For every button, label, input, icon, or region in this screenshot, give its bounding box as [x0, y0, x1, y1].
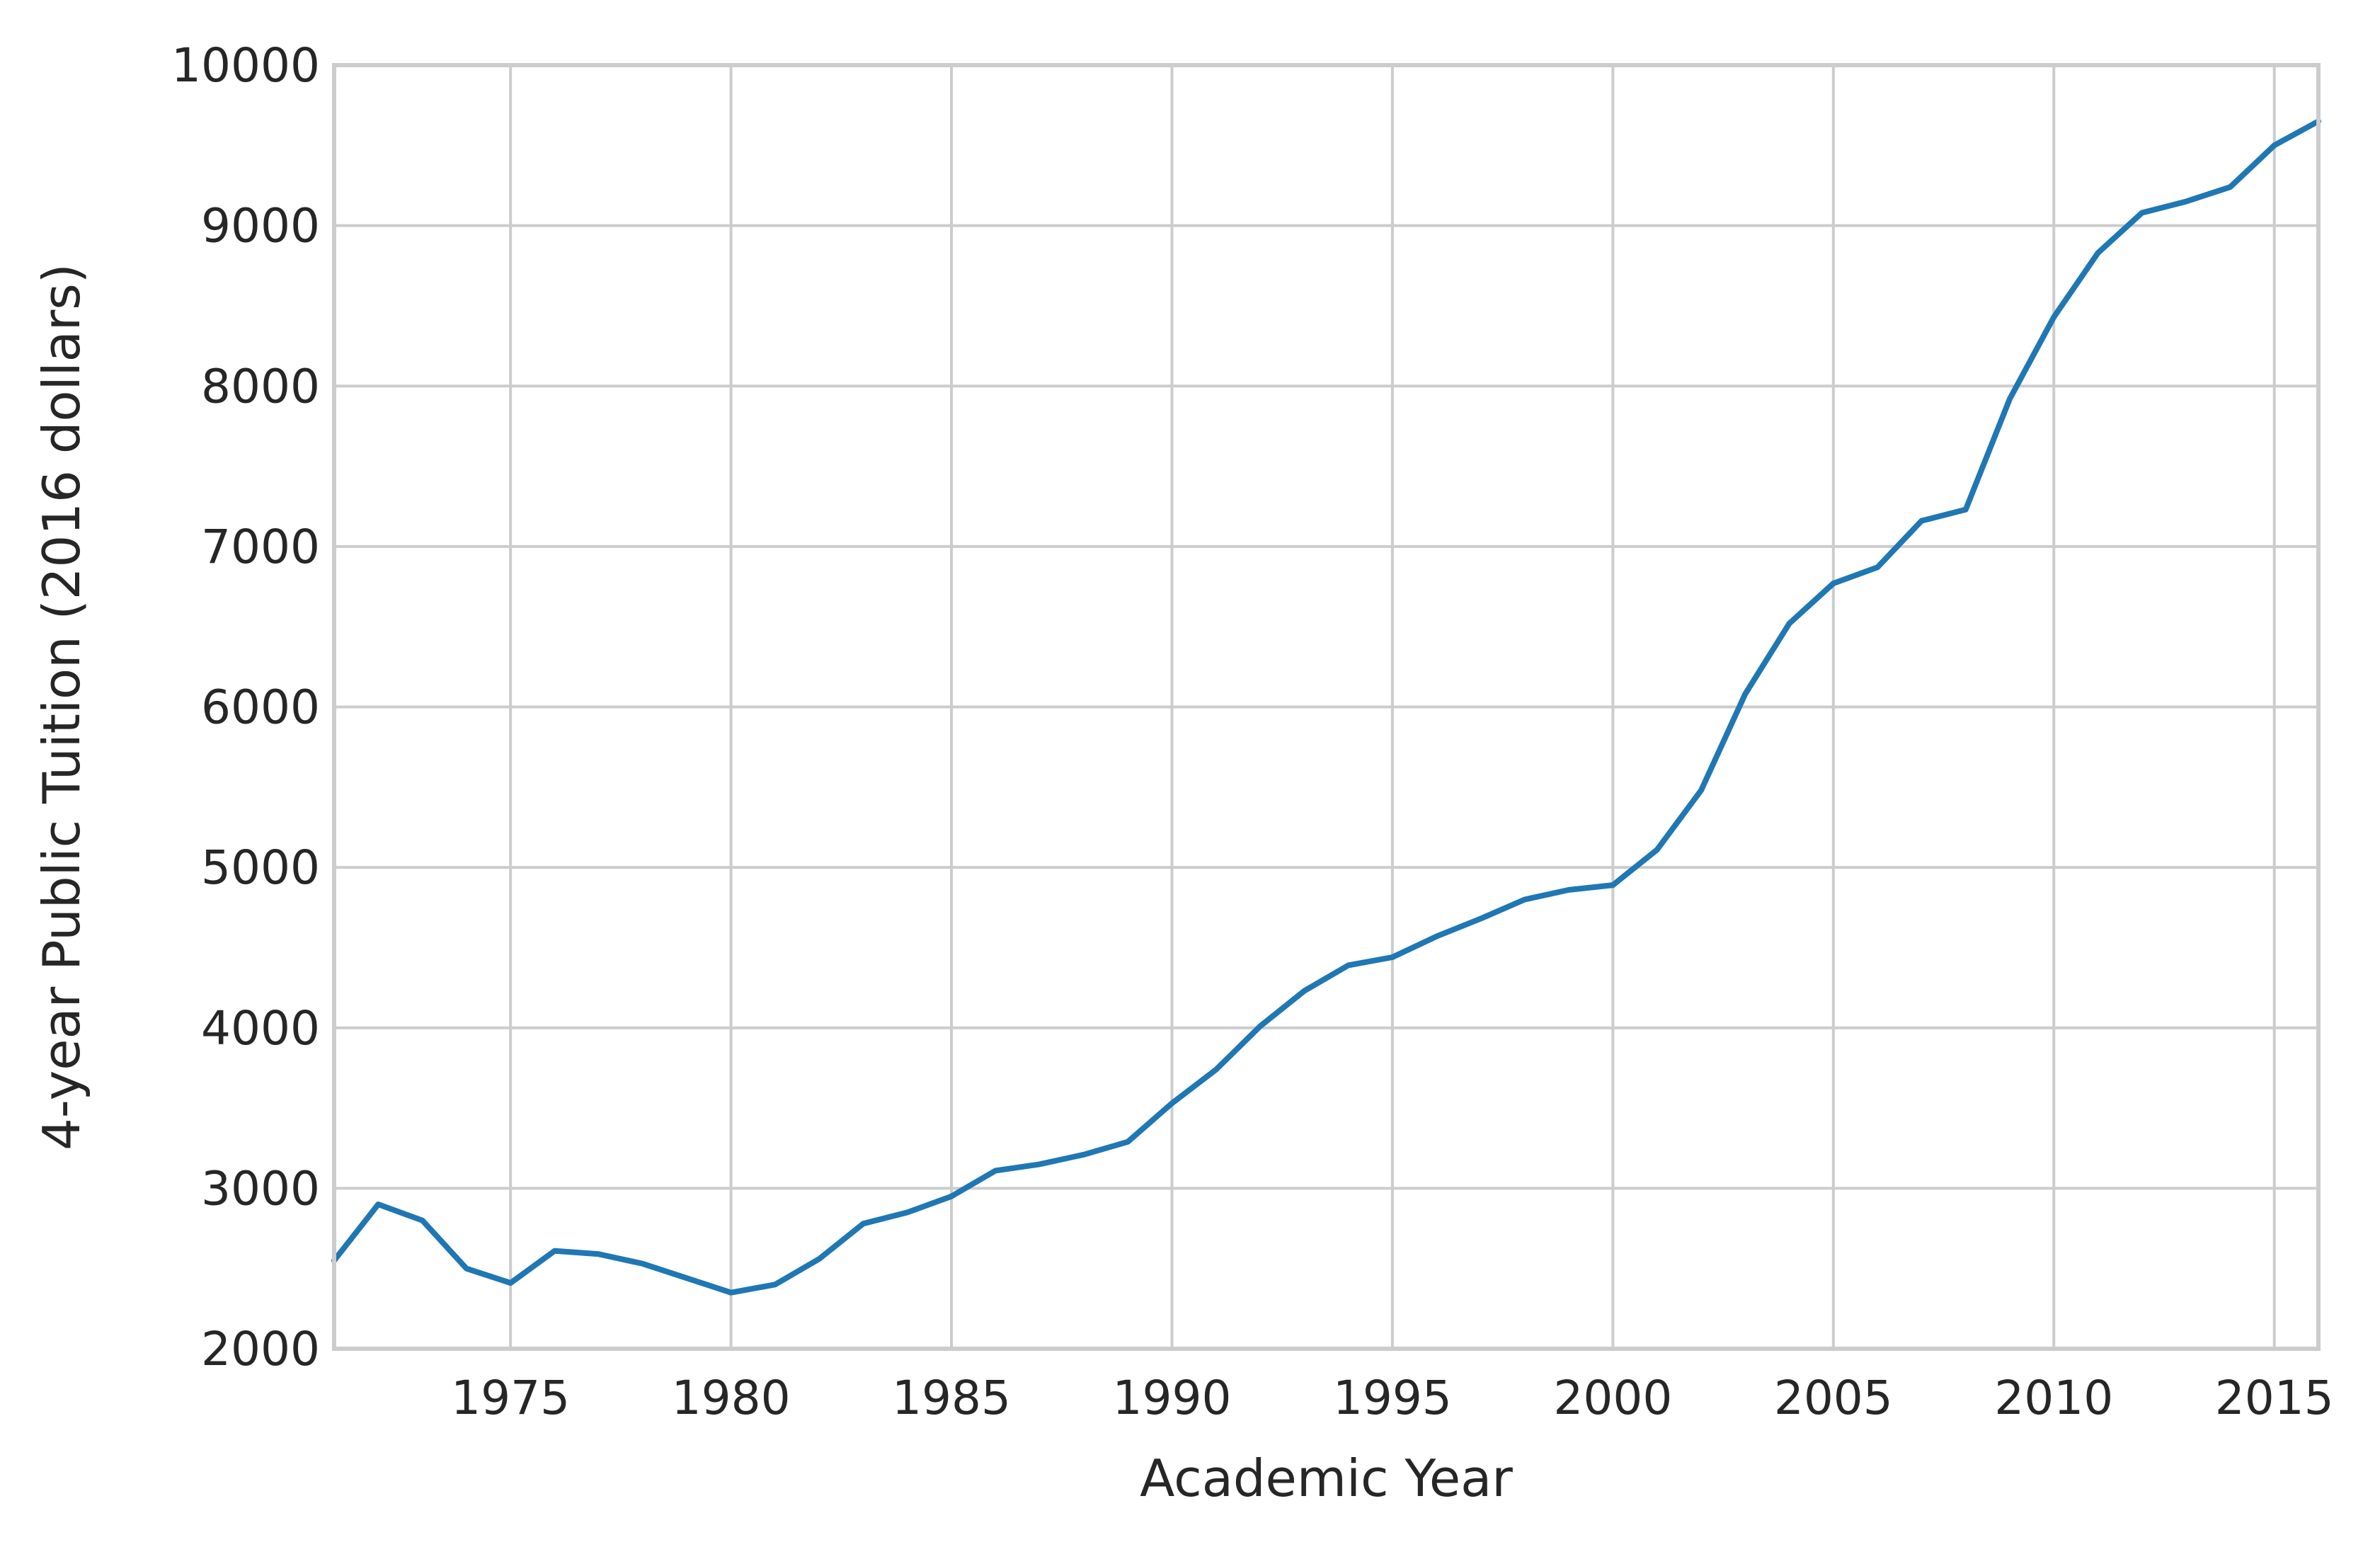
y-axis-label: 4-year Public Tuition (2016 dollars): [32, 263, 91, 1151]
series-layer: [331, 118, 2321, 1296]
y-tick-label: 7000: [201, 520, 320, 574]
series-line: [331, 118, 2321, 1296]
y-tick-label: 4000: [201, 1001, 320, 1056]
y-tick-label: 10000: [171, 38, 320, 93]
y-tick-label: 8000: [201, 359, 320, 413]
y-tick-label: 2000: [201, 1322, 320, 1376]
x-tick-label: 2015: [2215, 1371, 2334, 1425]
grid: [334, 64, 2318, 1350]
plot-frame: [332, 63, 2321, 1351]
x-axis-ticks: 1975 1980 1985 1990 1995 2000 2005 2010 2015: [451, 1371, 2334, 1425]
x-tick-label: 1995: [1333, 1371, 1452, 1425]
y-tick-label: 5000: [201, 840, 320, 895]
x-tick-label: 1975: [451, 1371, 570, 1425]
x-axis-label: Academic Year: [1140, 1449, 1513, 1508]
x-tick-label: 2000: [1553, 1371, 1672, 1425]
x-tick-label: 1990: [1113, 1371, 1232, 1425]
x-tick-label: 2010: [1994, 1371, 2113, 1425]
x-tick-label: 2005: [1774, 1371, 1893, 1425]
y-tick-label: 9000: [201, 199, 320, 253]
y-tick-label: 6000: [201, 680, 320, 735]
y-axis-ticks: 2000 3000 4000 5000 6000 7000 8000 9000 10000: [171, 38, 320, 1376]
x-tick-label: 1985: [892, 1371, 1011, 1425]
y-tick-label: 3000: [201, 1161, 320, 1216]
x-tick-label: 1980: [672, 1371, 791, 1425]
